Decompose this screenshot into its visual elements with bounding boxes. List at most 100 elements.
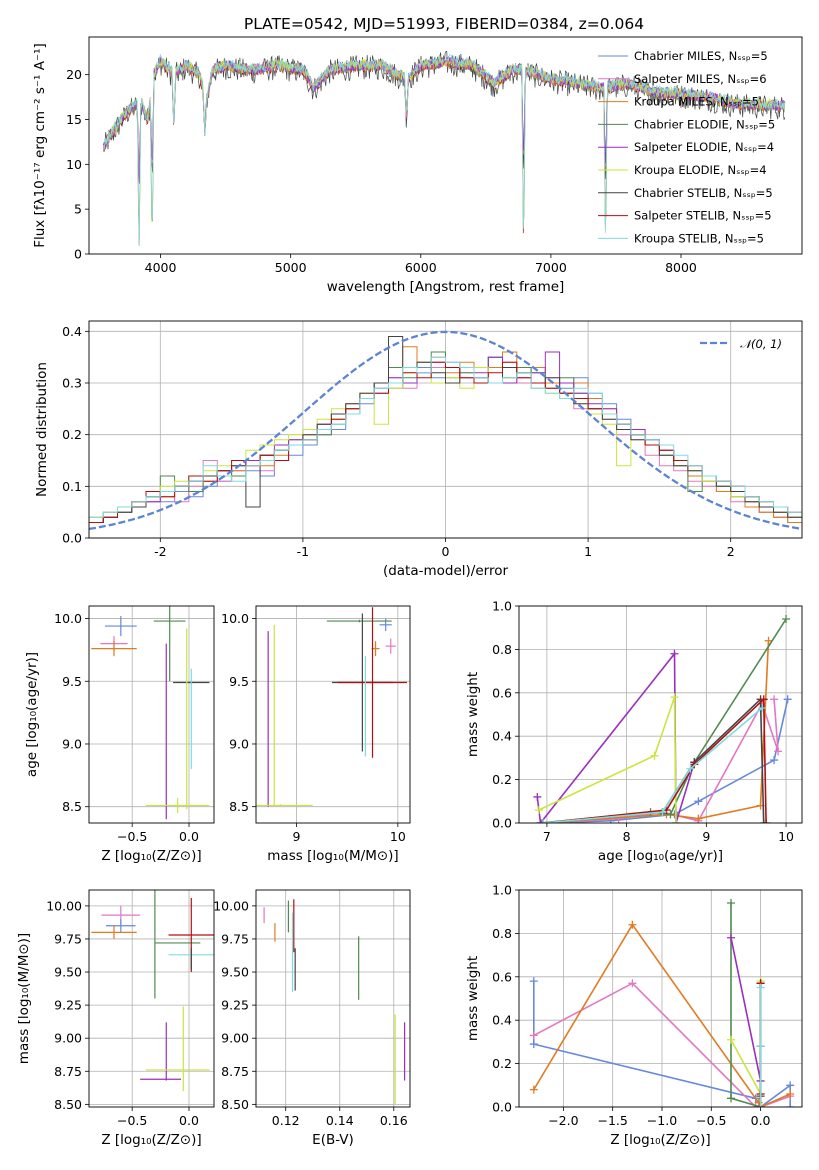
spectrum-legend-label: Salpeter ELODIE, Nₛₛₚ=4 [634, 140, 774, 154]
weight-vs-Z-xtick: −1.0 [647, 1107, 677, 1128]
mass-vs-ebv-ytick: 10.00 [213, 898, 256, 913]
weight-vs-age-series-marker [770, 695, 779, 704]
age-vs-Z-ytick: 9.5 [62, 674, 89, 689]
weight-vs-Z-series-marker [529, 1031, 538, 1040]
residuals-gaussian-curve [89, 330, 802, 531]
weight-vs-age-series-marker [783, 695, 792, 704]
residuals-ytick: 0.1 [62, 479, 89, 494]
weight-vs-Z-xtick: 0.0 [751, 1107, 771, 1128]
spectrum-xtick-label: 6000 [405, 260, 437, 275]
spectrum-ytick-label: 5 [74, 202, 82, 217]
residuals-xlabel: (data-model)/error [383, 563, 509, 579]
spectrum-axes: 4000 5000 6000 7000 8000 0 5 10 15 20 [66, 67, 697, 275]
weight-vs-age-series-marker [782, 615, 791, 624]
age-vs-Z-ytick-label: 9.5 [62, 674, 82, 689]
weight-vs-age-xtick-label: 8 [623, 829, 631, 844]
mass-vs-ebv-xtick-label: 0.16 [380, 1113, 408, 1128]
mass-vs-ebv-ytick-label: 9.25 [221, 998, 249, 1013]
residuals-xtick-label: -1 [297, 544, 309, 559]
age-vs-mass-errorbars [256, 607, 407, 807]
mass-vs-Z-errorbars [91, 890, 214, 1092]
weight-vs-age-series-marker [774, 747, 783, 756]
age-vs-Z-frame [88, 605, 215, 824]
weight-vs-Z-series-marker [756, 983, 765, 992]
mass-vs-Z-ytick-label: 8.50 [54, 1097, 82, 1112]
weight-vs-age-xtick-label: 7 [543, 829, 551, 844]
spectrum-lines [102, 51, 786, 247]
spectrum-frame [88, 36, 803, 255]
age-vs-mass-point [385, 638, 396, 654]
weight-vs-age-series-marker [670, 693, 679, 702]
mass-vs-ebv-xtick: 0.16 [380, 1107, 408, 1128]
spectrum-xtick: 8000 [665, 254, 697, 275]
age-vs-mass-ytick: 9.0 [229, 736, 256, 751]
weight-vs-Z-series-marker [727, 1035, 736, 1044]
mass-vs-Z-ytick-label: 10.00 [46, 898, 82, 913]
age-vs-Z-ytick: 8.5 [62, 799, 89, 814]
spectrum-ylabel: Flux [fλ10⁻¹⁷ erg cm⁻² s⁻¹ A⁻¹] [32, 43, 48, 248]
mass-vs-Z-point [91, 925, 137, 939]
mass-vs-Z-ytick: 9.00 [54, 1031, 89, 1046]
weight-vs-age-series-marker [758, 703, 767, 712]
residuals-ytick-label: 0.1 [62, 479, 82, 494]
spectrum-title: PLATE=0542, MJD=51993, FIBERID=0384, z=0… [244, 15, 644, 33]
weight-vs-age-series-marker [666, 810, 675, 819]
mass-vs-ebv-ytick: 9.25 [221, 998, 256, 1013]
weight-vs-age-series-line [542, 707, 763, 823]
mass-vs-ebv-ytick-label: 8.75 [221, 1064, 249, 1079]
age-vs-mass-point [256, 804, 313, 807]
spectrum-xtick-label: 5000 [275, 260, 307, 275]
age-vs-Z-axes: −0.5 0.0 8.5 9.0 9.5 10.0 [54, 606, 214, 844]
weight-vs-Z-xtick-label: −1.0 [647, 1113, 677, 1128]
spectrum-xlabel: wavelength [Angstrom, rest frame] [327, 279, 565, 295]
age-vs-Z-ytick: 10.0 [54, 611, 89, 626]
residuals-xtick: -1 [297, 538, 309, 559]
weight-vs-age-series-marker [759, 819, 768, 823]
mass-vs-ebv-ytick-label: 10.00 [213, 898, 249, 913]
age-vs-Z-xtick: 0.0 [179, 823, 199, 844]
weight-vs-Z-series-marker [529, 1040, 538, 1049]
mass-vs-Z-ytick-label: 9.25 [54, 998, 82, 1013]
age-vs-mass-xtick: 9 [293, 823, 301, 844]
weight-vs-Z-xtick: −2.0 [548, 1107, 579, 1128]
residuals-frame [88, 320, 803, 539]
spectrum-ytick: 20 [66, 67, 89, 82]
weight-vs-age-xtick-label: 10 [778, 829, 794, 844]
mass-vs-ebv-ytick: 8.50 [221, 1097, 256, 1112]
weight-vs-age-xtick: 7 [543, 823, 551, 844]
weight-vs-Z-ytick-label: 0.8 [492, 926, 512, 941]
weight-vs-age-series-marker [534, 805, 543, 814]
mass-vs-Z-ytick-label: 9.75 [54, 931, 82, 946]
residuals-xtick-label: 0 [442, 544, 450, 559]
spectrum-ytick: 15 [66, 112, 89, 127]
weight-vs-age-ytick: 0.2 [492, 772, 519, 787]
spectrum-xtick: 5000 [275, 254, 307, 275]
mass-vs-Z-ytick: 9.25 [54, 998, 89, 1013]
weight-vs-age-ytick-label: 0.6 [492, 685, 512, 700]
weight-vs-Z-series-marker [727, 1094, 736, 1103]
age-vs-Z-ytick-label: 9.0 [62, 736, 82, 751]
weight-vs-age-ytick: 1.0 [492, 599, 519, 614]
weight-vs-Z-ytick: 1.0 [492, 883, 519, 898]
residuals-ytick-label: 0.2 [62, 427, 82, 442]
mass-vs-Z-ytick: 8.75 [54, 1064, 89, 1079]
weight-vs-Z-series-marker [628, 979, 637, 988]
age-vs-mass-ytick: 9.5 [229, 674, 256, 689]
residuals-ylabel: Normed distribution [34, 362, 50, 497]
weight-vs-Z-ytick: 0.2 [492, 1056, 519, 1071]
spectrum-legend-label: Kroupa MILES, Nₛₛₚ=5 [634, 95, 759, 109]
mass-vs-Z-frame [88, 889, 215, 1108]
residuals-ytick: 0.0 [62, 531, 89, 546]
weight-vs-age-ytick-label: 1.0 [492, 599, 512, 614]
weight-vs-Z-ylabel: mass weight [465, 956, 481, 1041]
weight-vs-Z-series-marker [786, 1089, 795, 1098]
weight-vs-Z-xtick-label: −0.5 [696, 1113, 726, 1128]
residuals-ytick: 0.4 [62, 324, 89, 339]
mass-vs-ebv-xtick-label: 0.14 [326, 1113, 354, 1128]
weight-vs-Z-xtick-label: −1.5 [597, 1113, 627, 1128]
mass-vs-Z-xtick-label: 0.0 [179, 1113, 199, 1128]
spectrum-xtick-label: 8000 [665, 260, 697, 275]
mass-vs-Z-ytick-label: 9.00 [54, 1031, 82, 1046]
